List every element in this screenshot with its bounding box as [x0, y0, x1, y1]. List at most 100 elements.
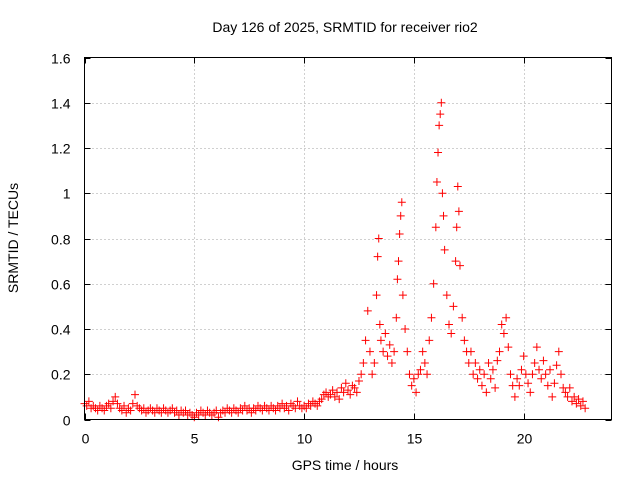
data-point: [104, 399, 113, 408]
data-point: [495, 347, 504, 356]
grid-lines: [84, 57, 612, 420]
data-point: [570, 392, 579, 401]
data-point: [445, 320, 454, 329]
data-point: [502, 313, 511, 322]
data-point: [475, 365, 484, 374]
data-point: [574, 395, 583, 404]
data-point: [488, 365, 497, 374]
data-point: [572, 399, 581, 408]
data-point: [398, 291, 407, 300]
data-point: [556, 370, 565, 379]
x-tick-label: 20: [517, 431, 533, 447]
data-point: [526, 388, 535, 397]
data-point: [435, 121, 444, 130]
data-point: [449, 302, 458, 311]
x-tick-label: 15: [407, 431, 423, 447]
data-point: [383, 352, 392, 361]
data-point: [106, 404, 115, 413]
data-point: [409, 374, 418, 383]
data-point: [302, 404, 311, 413]
y-tick-label: 1.2: [51, 141, 71, 157]
data-point: [374, 234, 383, 243]
data-point: [395, 229, 404, 238]
data-point: [372, 291, 381, 300]
data-point: [170, 408, 179, 417]
data-point: [425, 336, 434, 345]
y-tick-label: 0.6: [51, 277, 71, 293]
data-point: [141, 408, 150, 417]
y-tick-label: 1.4: [51, 96, 71, 112]
data-point: [348, 381, 357, 390]
data-points: [80, 98, 590, 422]
data-point: [361, 336, 370, 345]
tick-labels: 0 0.2 0.4 0.6 0.8 1 1.2 1.4 1.6 0 5 10 15 20: [51, 51, 532, 447]
x-tick-label: 0: [82, 431, 90, 447]
data-point: [535, 365, 544, 374]
data-point: [311, 399, 320, 408]
data-point: [368, 370, 377, 379]
plot-frame: [84, 57, 612, 420]
data-point: [414, 370, 423, 379]
data-point: [354, 377, 363, 386]
data-point: [482, 388, 491, 397]
data-point: [451, 257, 460, 266]
data-point: [168, 404, 177, 413]
data-point: [486, 374, 495, 383]
data-point: [98, 404, 107, 413]
data-point: [442, 291, 451, 300]
data-point: [466, 347, 475, 356]
data-point: [416, 365, 425, 374]
data-point: [396, 211, 405, 220]
data-point: [499, 329, 508, 338]
data-point: [111, 392, 120, 401]
data-point: [393, 275, 402, 284]
data-point: [427, 313, 436, 322]
data-point: [397, 198, 406, 207]
data-point: [437, 98, 446, 107]
chart-title: Day 126 of 2025, SRMTID for receiver rio…: [212, 19, 478, 35]
data-point: [480, 370, 489, 379]
data-point: [214, 413, 223, 422]
data-point: [387, 358, 396, 367]
data-point: [339, 388, 348, 397]
data-point: [407, 381, 416, 390]
data-point: [550, 379, 559, 388]
data-point: [337, 383, 346, 392]
data-point: [350, 383, 359, 392]
data-point: [471, 358, 480, 367]
data-point: [565, 383, 574, 392]
data-point: [242, 406, 251, 415]
data-point: [473, 374, 482, 383]
data-point: [317, 395, 326, 404]
data-point: [133, 401, 142, 410]
data-point: [240, 401, 249, 410]
data-point: [352, 388, 361, 397]
data-point: [328, 386, 337, 395]
data-point: [271, 406, 280, 415]
data-point: [335, 395, 344, 404]
data-point: [341, 379, 350, 388]
data-point: [174, 410, 183, 419]
data-point: [431, 223, 440, 232]
data-point: [504, 343, 513, 352]
data-point: [454, 207, 463, 216]
data-point: [578, 397, 587, 406]
x-tick-label: 5: [191, 431, 199, 447]
data-point: [280, 404, 289, 413]
data-point: [403, 347, 412, 356]
data-point: [273, 401, 282, 410]
data-point: [439, 211, 448, 220]
data-point: [412, 388, 421, 397]
data-point: [181, 406, 190, 415]
data-point: [561, 388, 570, 397]
data-point: [452, 223, 461, 232]
data-point: [491, 383, 500, 392]
y-tick-label: 0.2: [51, 367, 71, 383]
data-point: [453, 182, 462, 191]
data-point: [539, 356, 548, 365]
y-tick-label: 1: [63, 186, 71, 202]
data-point: [109, 397, 118, 406]
data-point: [363, 306, 372, 315]
data-point: [330, 392, 339, 401]
